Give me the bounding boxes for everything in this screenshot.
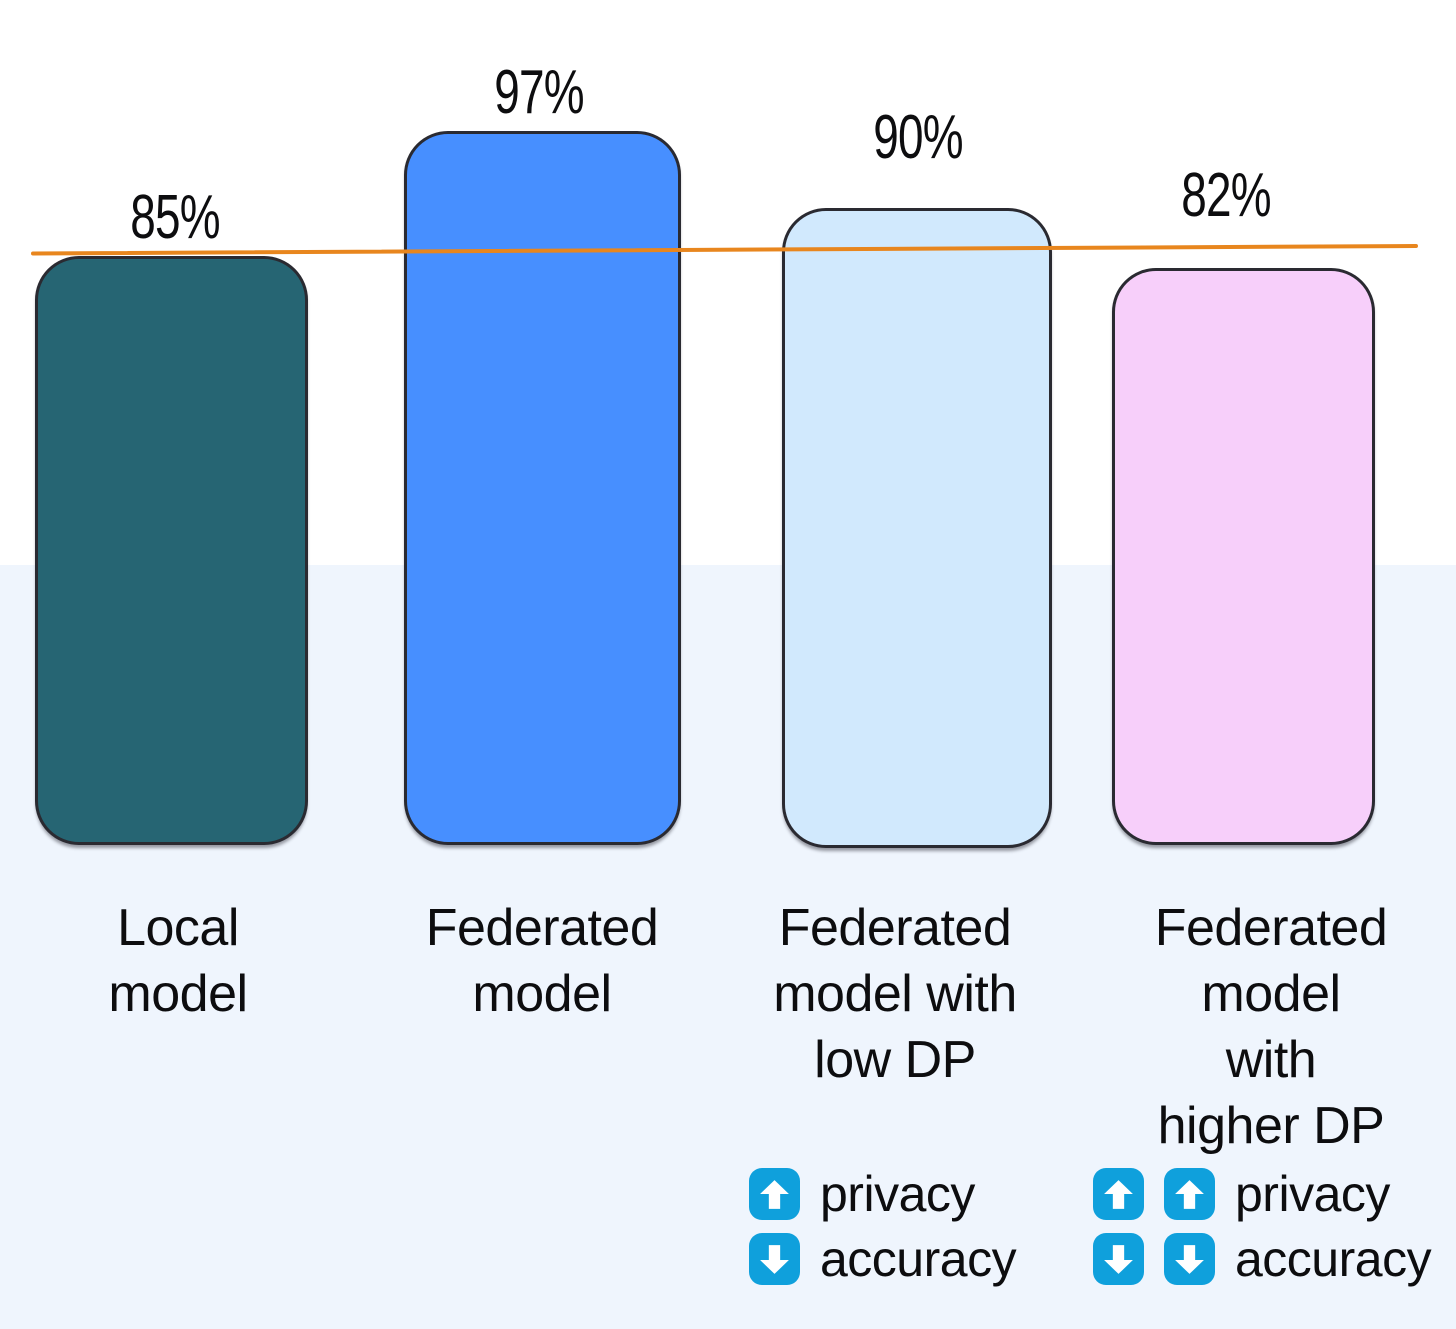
annotation-low-dp: privacy accuracy	[749, 1168, 1017, 1287]
accuracy-label: accuracy	[820, 1231, 1017, 1287]
arrow-up-icon	[749, 1168, 800, 1220]
value-label-federated-model-higher-dp: 82%	[1181, 161, 1271, 230]
accuracy-row: accuracy	[1093, 1231, 1432, 1287]
privacy-row: privacy	[749, 1168, 1016, 1220]
bar-local-model	[35, 256, 308, 845]
annotation-higher-dp: privacy accuracy	[1093, 1168, 1432, 1287]
value-label-local-model: 85%	[130, 183, 220, 252]
arrow-glyph	[1104, 1179, 1133, 1209]
privacy-label: privacy	[820, 1166, 975, 1222]
category-label-federated-model: Federated model	[425, 899, 659, 1023]
bar-federated-model-higher-dp	[1112, 268, 1375, 845]
value-label-federated-model-low-dp: 90%	[873, 103, 963, 172]
arrow-up-icon	[1164, 1168, 1215, 1220]
arrow-glyph	[1175, 1244, 1204, 1274]
arrow-glyph	[1104, 1244, 1133, 1274]
arrow-glyph	[760, 1244, 789, 1274]
bar-federated-model	[404, 131, 681, 845]
privacy-row: privacy	[1093, 1168, 1431, 1220]
accuracy-label: accuracy	[1235, 1231, 1432, 1287]
category-label-federated-model-low-dp: Federated model with low DP	[773, 899, 1017, 1089]
category-label-federated-model-higher-dp: Federated model with higher DP	[1154, 899, 1388, 1155]
arrow-up-icon	[1093, 1168, 1144, 1220]
arrow-glyph	[760, 1179, 789, 1209]
accuracy-row: accuracy	[749, 1231, 1017, 1287]
arrow-glyph	[1175, 1179, 1204, 1209]
category-label-local-model: Local model	[108, 899, 248, 1023]
value-label-federated-model: 97%	[494, 58, 584, 127]
privacy-label: privacy	[1235, 1166, 1390, 1222]
arrow-down-icon	[749, 1233, 800, 1285]
arrow-down-icon	[1164, 1233, 1215, 1285]
bar-federated-model-low-dp	[782, 208, 1052, 848]
arrow-down-icon	[1093, 1233, 1144, 1285]
